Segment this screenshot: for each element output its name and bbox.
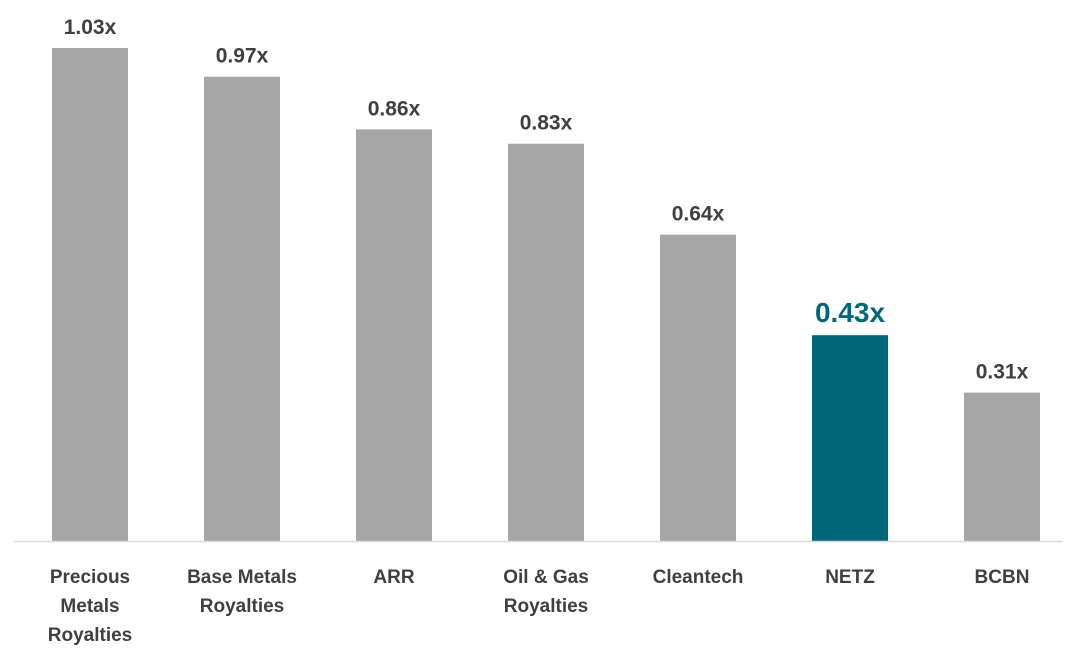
value-label-2: 0.86x: [368, 97, 421, 120]
category-label-line: Precious: [50, 567, 130, 588]
category-label-2: ARR: [373, 567, 414, 588]
category-label-6: BCBN: [975, 567, 1030, 588]
bars-group: [52, 48, 1040, 541]
category-label-line: Royalties: [48, 625, 132, 646]
bar-1: [204, 76, 280, 541]
value-label-1: 0.97x: [216, 45, 269, 68]
value-label-3: 0.83x: [520, 112, 573, 135]
value-label-0: 1.03x: [64, 16, 117, 39]
category-label-line: Cleantech: [653, 567, 744, 588]
bar-3: [508, 143, 584, 541]
category-label-line: BCBN: [975, 567, 1030, 588]
category-labels-group: Precious Metals Royalties Base Metals Royalt…: [48, 567, 1030, 646]
value-label-4: 0.64x: [672, 203, 725, 226]
value-label-6: 0.31x: [976, 361, 1029, 384]
category-label-0: Precious Metals Royalties: [48, 567, 132, 646]
bar-5: [812, 335, 888, 541]
category-label-line: Royalties: [504, 596, 588, 617]
category-label-line: Base Metals: [187, 567, 297, 588]
category-label-line: Royalties: [200, 596, 284, 617]
category-label-3: Oil & Gas Royalties: [503, 567, 589, 617]
category-label-line: ARR: [373, 567, 414, 588]
category-label-5: NETZ: [825, 567, 875, 588]
category-label-4: Cleantech: [653, 567, 744, 588]
bar-6: [964, 392, 1040, 541]
category-label-line: Oil & Gas: [503, 567, 589, 588]
value-labels-group: 1.03x 0.97x 0.86x 0.83x 0.64x 0.43x 0.31x: [64, 16, 1029, 384]
bar-4: [660, 234, 736, 541]
value-label-5: 0.43x: [815, 297, 885, 328]
category-label-line: Metals: [60, 596, 119, 617]
bar-0: [52, 48, 128, 541]
category-label-1: Base Metals Royalties: [187, 567, 297, 617]
category-label-line: NETZ: [825, 567, 875, 588]
bar-2: [356, 129, 432, 541]
